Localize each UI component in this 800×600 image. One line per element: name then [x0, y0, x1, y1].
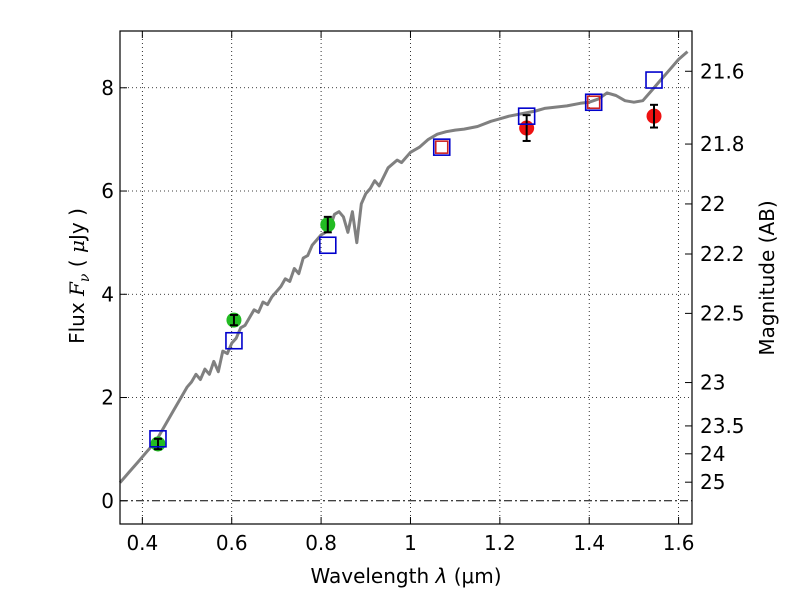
grid-lines: [120, 31, 692, 524]
x-tick-label: 0.6: [216, 531, 248, 555]
magnitude-tick-label: 24: [700, 442, 725, 466]
magnitude-tick-label: 23.5: [700, 414, 745, 438]
y-axis-label: Flux Fν ( μJy ): [65, 208, 93, 344]
blue-squares-marker-6: [645, 71, 663, 89]
magnitude-axis-label: Magnitude (AB): [755, 200, 779, 355]
red-squares-marker-0: [434, 140, 449, 154]
data-markers: [149, 71, 663, 452]
blue-squares-marker-0: [149, 430, 167, 448]
y-axis-ticks: 0 2 4 6 8: [101, 76, 127, 513]
magnitude-tick-label: 25: [700, 470, 725, 494]
magnitude-tick-label: 22.5: [700, 301, 745, 325]
y-tick-label: 8: [101, 76, 114, 100]
plot-frame: [119, 30, 693, 525]
x-tick-label: 1.4: [573, 531, 605, 555]
y-tick-label: 2: [101, 386, 114, 410]
magnitude-axis-ticks: 21.6 21.8 22 22.2 22.5 23 23.5 24 25: [685, 59, 745, 494]
red-squares-marker-1: [586, 95, 601, 110]
blue-squares-marker-3: [432, 138, 451, 156]
magnitude-tick-label: 22: [700, 192, 725, 216]
blue-squares-marker-4: [517, 107, 536, 125]
blue-squares-marker-2: [318, 236, 337, 255]
magnitude-tick-label: 22.2: [700, 242, 745, 266]
y-tick-label: 6: [101, 179, 114, 203]
y-tick-label: 4: [101, 282, 114, 306]
x-tick-label: 0.4: [126, 531, 158, 555]
magnitude-tick-label: 23: [700, 371, 725, 395]
blue-squares-marker-1: [225, 331, 243, 350]
model-spectrum-line: [118, 50, 689, 484]
x-tick-label: 0.8: [305, 531, 337, 555]
x-tick-label: 1: [404, 531, 417, 555]
magnitude-tick-label: 21.8: [700, 132, 745, 156]
x-axis-ticks: 0.4 0.6 0.8 1 1.2 1.4 1.6: [126, 31, 695, 555]
magnitude-tick-label: 21.6: [700, 59, 745, 83]
x-axis-label: Wavelength λ (μm): [310, 564, 501, 588]
x-tick-label: 1.6: [663, 531, 695, 555]
x-tick-label: 1.2: [484, 531, 516, 555]
blue-squares-marker-5: [584, 93, 603, 112]
y-tick-label: 0: [101, 489, 114, 513]
